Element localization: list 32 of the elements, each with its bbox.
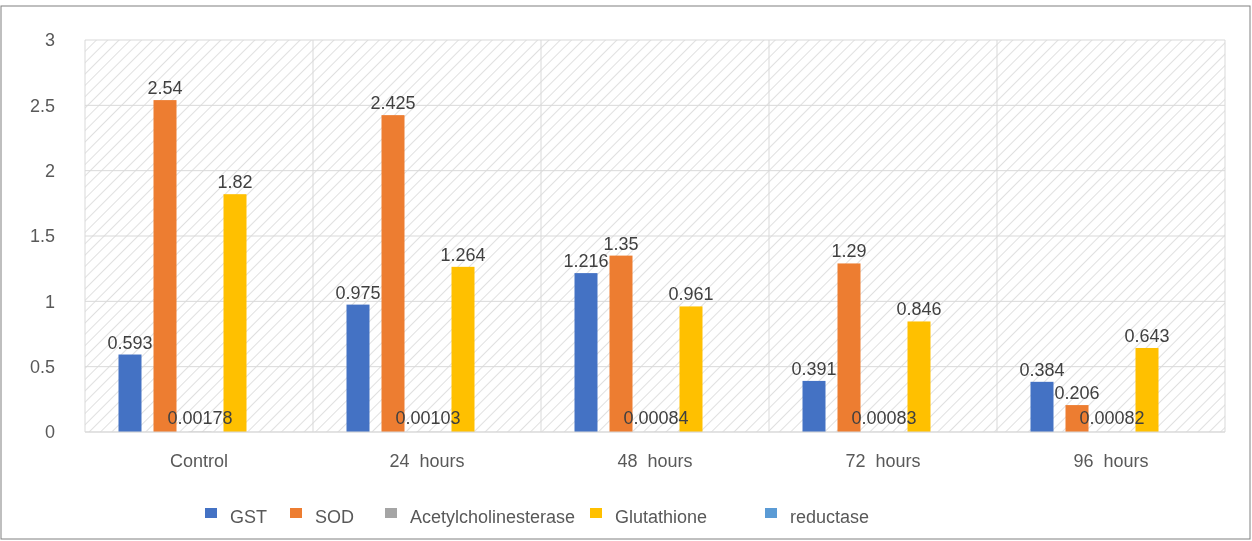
y-tick-label: 1.5: [29, 226, 55, 247]
y-tick-label: 2: [44, 160, 55, 181]
data-label: 0.391: [791, 358, 837, 379]
data-label: 1.29: [831, 241, 867, 262]
data-label: 1.216: [563, 251, 609, 272]
data-label: 0.643: [1124, 325, 1170, 346]
data-label: 0.846: [896, 299, 942, 320]
data-label: 0.206: [1054, 383, 1100, 404]
legend-label: GST: [230, 507, 268, 527]
y-tick-label: 3: [44, 30, 55, 51]
y-tick-label: 1: [44, 291, 55, 312]
x-tick-label: 24 hours: [389, 451, 465, 471]
data-label: 2.425: [370, 93, 416, 114]
x-tick-label: Control: [169, 451, 229, 471]
data-label: 1.35: [603, 233, 639, 254]
x-tick-label: 72 hours: [845, 451, 921, 471]
data-label: 0.961: [668, 284, 714, 305]
y-tick-label: 2.5: [29, 95, 55, 116]
data-label: 1.264: [440, 244, 486, 265]
legend-label: Glutathione: [615, 507, 708, 527]
data-label: 0.975: [335, 282, 381, 303]
y-tick-label: 0.5: [29, 356, 55, 377]
data-label: 2.54: [147, 78, 183, 99]
x-tick-label: 96 hours: [1073, 451, 1149, 471]
legend-label: reductase: [790, 507, 870, 527]
data-label: 0.384: [1019, 359, 1065, 380]
x-tick-label: 48 hours: [617, 451, 693, 471]
legend-label: Acetylcholinesterase: [410, 507, 576, 527]
data-label: 0.593: [107, 332, 153, 353]
legend-label: SOD: [315, 507, 355, 527]
y-tick-label: 0: [44, 422, 55, 443]
data-label: 1.82: [217, 172, 253, 193]
